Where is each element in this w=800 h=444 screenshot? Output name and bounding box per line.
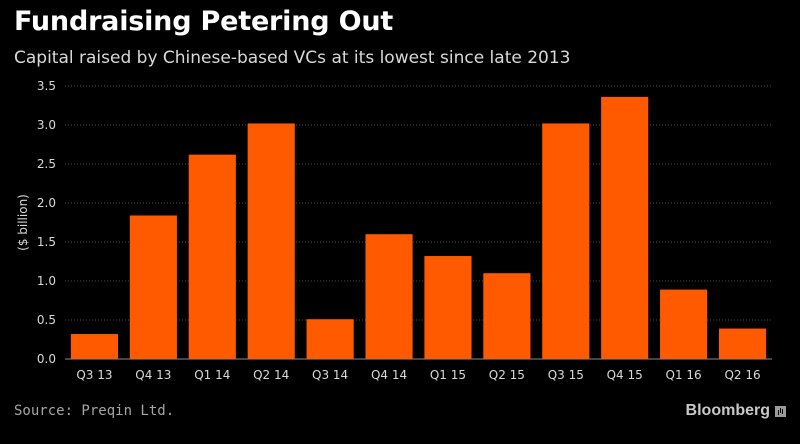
brand-logo: Bloomberg <box>686 402 786 420</box>
y-axis-label: ($ billion) <box>16 194 30 251</box>
y-tick-label: 2.0 <box>37 196 56 210</box>
bar-q4-15 <box>601 96 649 360</box>
bar-q1-16 <box>660 289 708 359</box>
bar-q2-16 <box>718 328 767 359</box>
y-tick-label: 1.5 <box>37 235 56 249</box>
bar-chart: 0.0 0.5 1.0 1.5 2.0 2.5 3.0 3.5 Q3 13 Q4 13 Q1 14 Q… <box>16 79 772 382</box>
bar-q2-14 <box>247 123 295 359</box>
bar-q3-15 <box>542 123 590 359</box>
chart-title: Fundraising Petering Out <box>14 6 394 37</box>
x-tick-label: Q1 16 <box>666 368 702 382</box>
y-tick-label: 1.0 <box>37 274 56 288</box>
x-tick-label: Q1 15 <box>430 368 466 382</box>
x-tick-label: Q2 16 <box>724 368 760 382</box>
x-tick-label: Q4 14 <box>371 368 407 382</box>
bar-q1-15 <box>424 256 472 359</box>
x-tick-label: Q3 14 <box>312 368 348 382</box>
x-tick-label: Q2 14 <box>253 368 289 382</box>
x-tick-label: Q3 13 <box>76 368 112 382</box>
y-tick-label: 3.0 <box>37 118 56 132</box>
x-tick-label: Q4 13 <box>135 368 171 382</box>
source-note: Source: Preqin Ltd. <box>14 403 175 419</box>
y-tick-label: 0.5 <box>37 313 56 327</box>
x-tick-label: Q3 15 <box>548 368 584 382</box>
x-tick-label: Q4 15 <box>607 368 643 382</box>
bar-q4-14 <box>365 234 413 359</box>
bar-q2-15 <box>483 273 531 359</box>
bar-chart-icon <box>775 405 786 417</box>
bar-q1-14 <box>188 154 236 359</box>
y-tick-label: 3.5 <box>37 79 56 93</box>
x-tick-label: Q2 15 <box>489 368 525 382</box>
brand-name: Bloomberg <box>685 402 770 419</box>
bar-q4-13 <box>129 215 177 359</box>
x-tick-label: Q1 14 <box>194 368 230 382</box>
bar-q3-13 <box>70 334 119 359</box>
y-tick-label: 0.0 <box>37 352 56 366</box>
chart-subtitle: Capital raised by Chinese-based VCs at i… <box>14 48 571 68</box>
bar-q3-14 <box>306 319 354 359</box>
y-tick-label: 2.5 <box>37 157 56 171</box>
